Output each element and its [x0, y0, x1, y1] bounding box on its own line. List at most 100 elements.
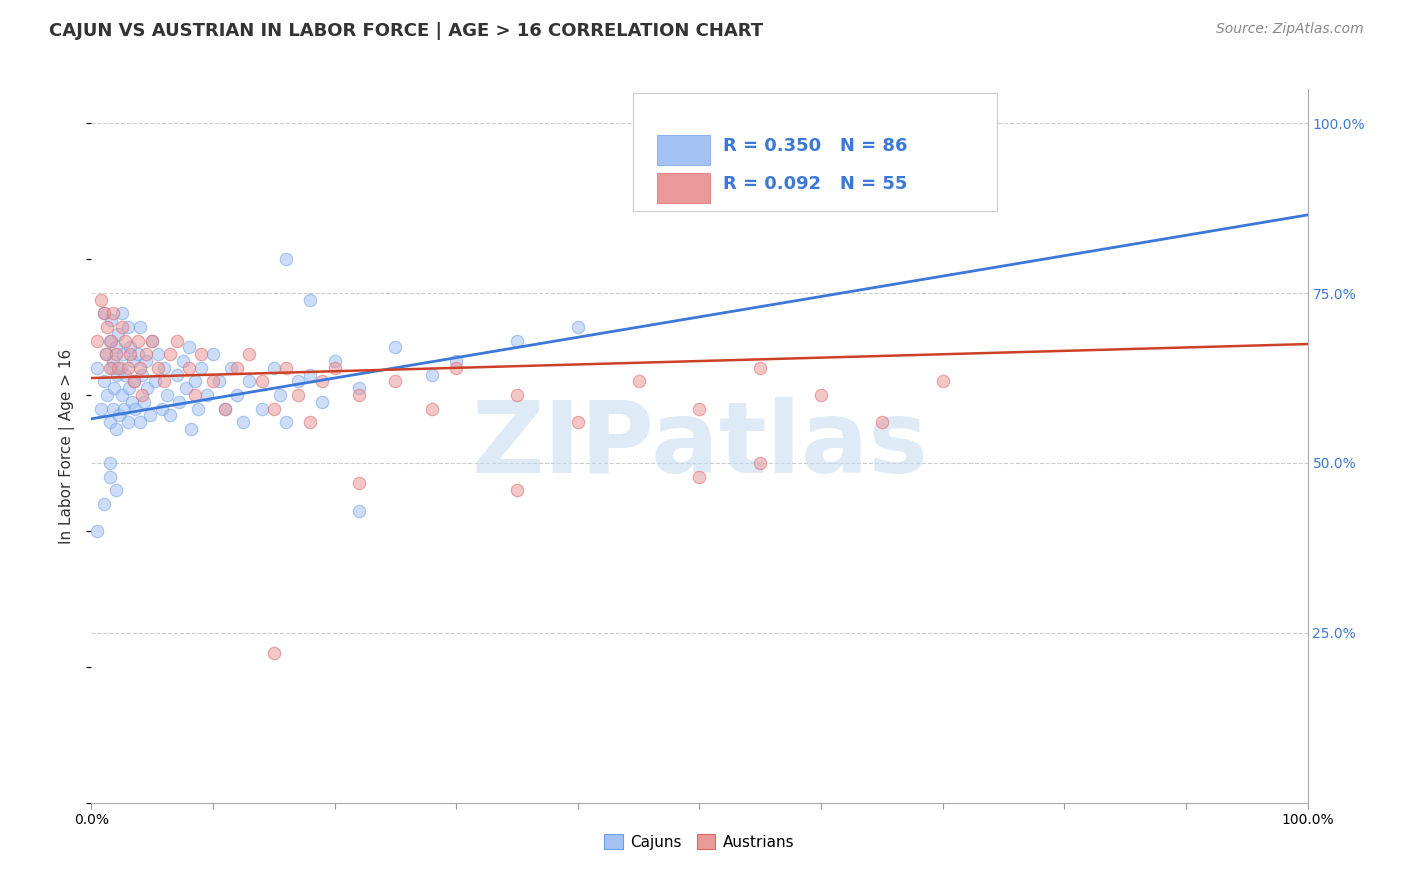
Point [143, 375, 166, 389]
Point [129, 360, 152, 375]
Point [93, 375, 115, 389]
Point [208, 375, 231, 389]
Point [506, 334, 529, 348]
Point [166, 368, 188, 382]
Point [749, 456, 772, 470]
Text: ZIPatlas: ZIPatlas [471, 398, 928, 494]
Point [444, 360, 467, 375]
Point [263, 401, 285, 416]
Point [226, 388, 249, 402]
Point [567, 320, 589, 334]
Point [214, 401, 236, 416]
Point [269, 388, 291, 402]
Point [141, 334, 163, 348]
Point [148, 360, 170, 375]
Point [93, 306, 115, 320]
Point [111, 347, 134, 361]
Point [107, 326, 129, 341]
Point [347, 388, 370, 402]
Text: Source: ZipAtlas.com: Source: ZipAtlas.com [1216, 22, 1364, 37]
Point [129, 320, 152, 334]
Point [101, 360, 124, 375]
Point [159, 347, 181, 361]
Point [114, 334, 136, 348]
Point [114, 368, 136, 382]
Point [238, 347, 260, 361]
Point [117, 360, 139, 375]
Point [202, 375, 225, 389]
Point [153, 360, 176, 375]
Legend: Cajuns, Austrians: Cajuns, Austrians [598, 828, 801, 855]
Point [323, 360, 346, 375]
Point [120, 341, 142, 355]
Point [118, 381, 141, 395]
Point [287, 388, 309, 402]
Point [103, 381, 125, 395]
Point [103, 354, 125, 368]
Point [121, 394, 143, 409]
Point [120, 347, 142, 361]
Point [110, 360, 132, 375]
Point [749, 360, 772, 375]
Point [117, 320, 139, 334]
Point [202, 347, 225, 361]
Point [263, 360, 285, 375]
Point [420, 401, 443, 416]
Point [94, 347, 117, 361]
Point [124, 401, 146, 416]
Point [347, 503, 370, 517]
Point [627, 375, 650, 389]
Point [274, 252, 297, 266]
Point [139, 409, 162, 423]
Point [172, 354, 194, 368]
Point [105, 368, 128, 382]
FancyBboxPatch shape [633, 93, 997, 211]
Point [299, 293, 322, 307]
Point [103, 306, 125, 320]
Point [98, 334, 121, 348]
Point [104, 483, 127, 498]
Point [238, 375, 260, 389]
Point [86, 334, 108, 348]
Point [104, 422, 127, 436]
Point [86, 360, 108, 375]
Point [153, 375, 176, 389]
Point [444, 354, 467, 368]
Point [177, 360, 200, 375]
Point [506, 483, 529, 498]
Point [111, 306, 134, 320]
Point [135, 347, 157, 361]
Point [214, 401, 236, 416]
Point [117, 415, 139, 429]
Point [311, 394, 333, 409]
Point [688, 401, 710, 416]
Point [131, 368, 153, 382]
Point [150, 401, 173, 416]
Point [122, 375, 145, 389]
Point [94, 347, 117, 361]
Point [127, 347, 149, 361]
Point [688, 469, 710, 483]
Point [98, 360, 121, 375]
Point [167, 394, 190, 409]
Point [190, 360, 212, 375]
Text: R = 0.092   N = 55: R = 0.092 N = 55 [723, 176, 907, 194]
Point [112, 401, 135, 416]
Point [104, 341, 127, 355]
Point [100, 313, 122, 327]
Point [104, 347, 127, 361]
Point [156, 388, 179, 402]
Point [131, 388, 153, 402]
Point [98, 469, 121, 483]
Point [274, 415, 297, 429]
Point [870, 415, 893, 429]
Point [384, 375, 406, 389]
Point [347, 381, 370, 395]
Point [250, 375, 273, 389]
Point [93, 306, 115, 320]
Point [129, 415, 152, 429]
Point [931, 375, 953, 389]
Point [111, 320, 134, 334]
Point [141, 334, 163, 348]
Point [166, 334, 188, 348]
